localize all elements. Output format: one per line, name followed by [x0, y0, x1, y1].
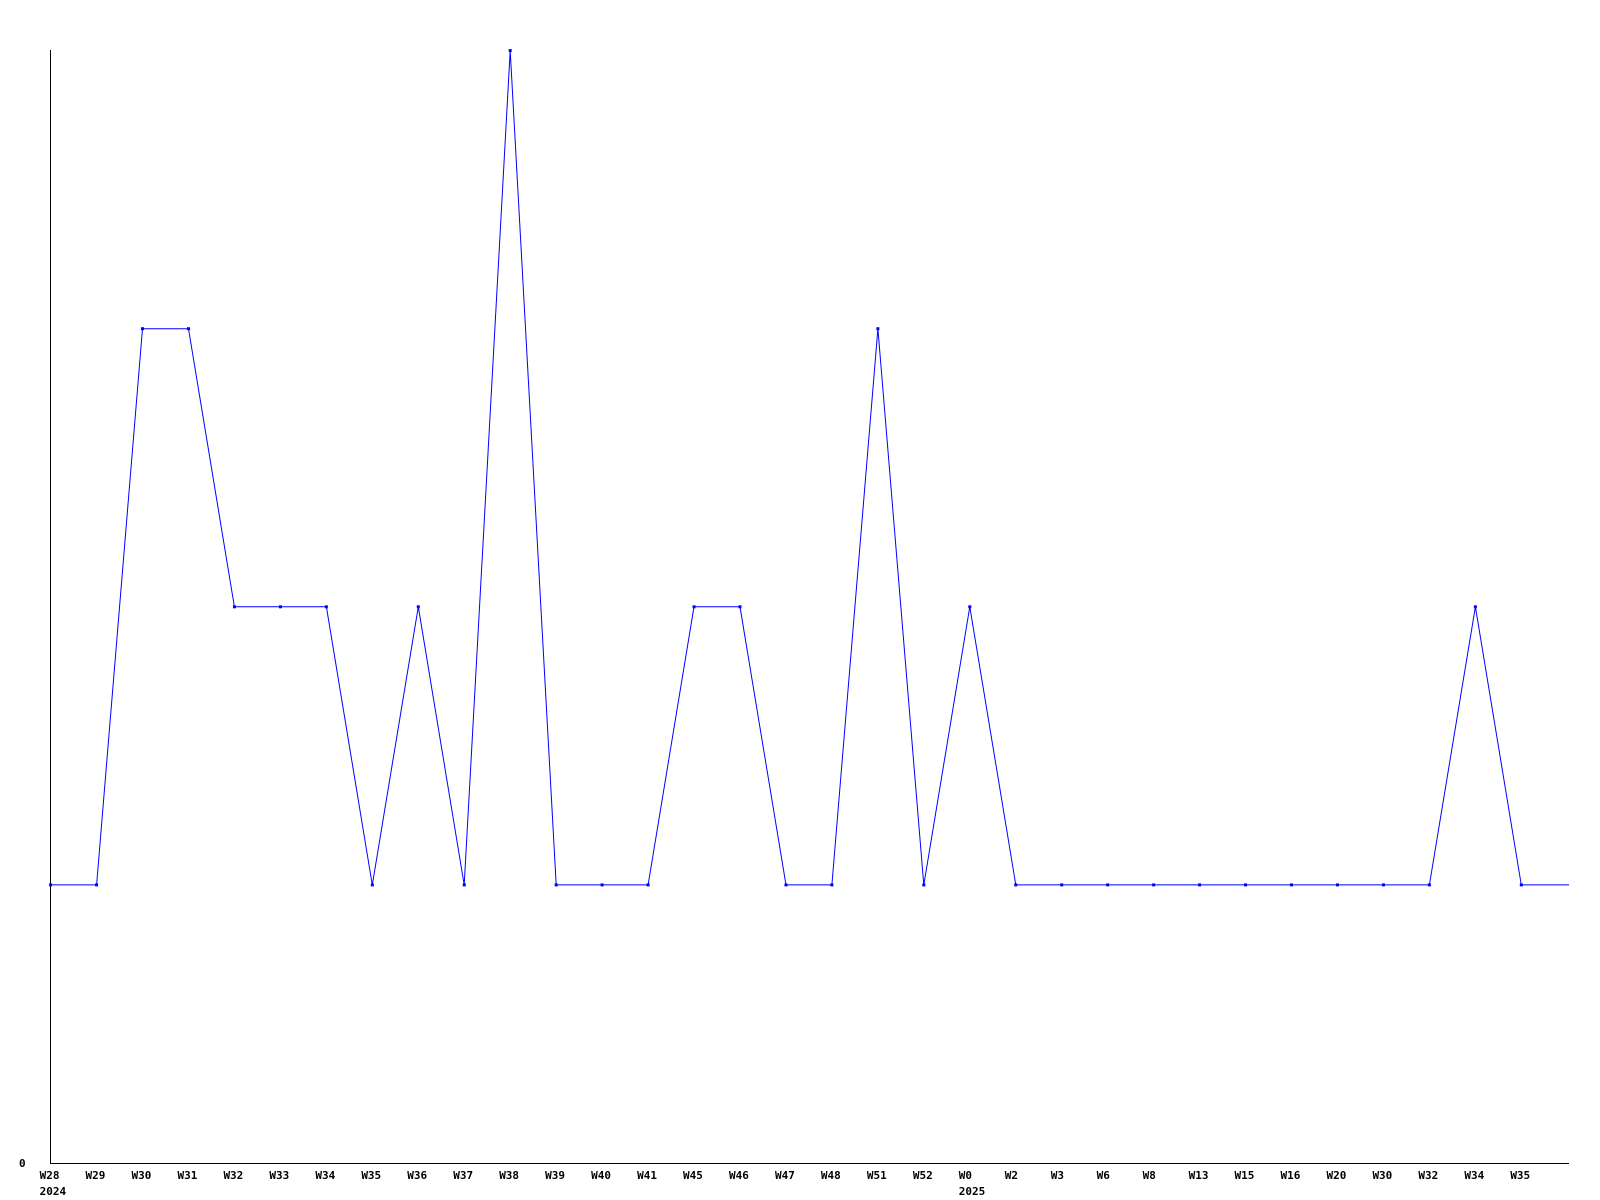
x-tick-label: W32	[1418, 1169, 1438, 1182]
data-point-W30	[141, 327, 145, 331]
data-point-W0	[968, 605, 972, 609]
x-tick-label: W52	[913, 1169, 933, 1182]
x-tick-label: W0	[959, 1169, 972, 1182]
data-point-W29	[95, 883, 99, 887]
x-tick-label: W32	[223, 1169, 243, 1182]
x-tick-label: W36	[407, 1169, 427, 1182]
x-tick-label: W51	[867, 1169, 887, 1182]
data-point-W28	[49, 883, 53, 887]
x-year-label: 2024	[40, 1185, 67, 1198]
data-point-W35	[1519, 883, 1523, 887]
data-point-W38	[508, 49, 512, 53]
x-tick-label: W46	[729, 1169, 749, 1182]
data-point-W39	[554, 883, 558, 887]
x-tick-label: W15	[1235, 1169, 1255, 1182]
data-point-W13	[1198, 883, 1202, 887]
data-point-W51	[876, 327, 880, 331]
x-tick-label: W34	[315, 1169, 335, 1182]
data-point-W31	[186, 327, 190, 331]
data-point-W30	[1381, 883, 1385, 887]
data-point-W33	[278, 605, 282, 609]
data-point-W3	[1060, 883, 1064, 887]
y-tick-label-0: 0	[19, 1157, 26, 1170]
x-year-label: 2025	[959, 1185, 986, 1198]
x-tick-labels: W28 W29 W30 W31 W32 W33 W34 W35 W36 W37 W38 W39 W40 W…	[40, 1169, 1531, 1198]
data-point-W32	[232, 605, 236, 609]
data-point-W52	[922, 883, 926, 887]
x-tick-label: W35	[1510, 1169, 1530, 1182]
data-point-W48	[830, 883, 834, 887]
x-tick-label: W30	[132, 1169, 152, 1182]
data-point-W32	[1427, 883, 1431, 887]
x-tick-label: W38	[499, 1169, 519, 1182]
data-point-W20	[1335, 883, 1339, 887]
data-point-W8	[1152, 883, 1156, 887]
x-tick-label: W20	[1326, 1169, 1346, 1182]
x-tick-label: W47	[775, 1169, 795, 1182]
data-point-W34	[324, 605, 328, 609]
x-tick-label: W34	[1464, 1169, 1484, 1182]
x-tick-label: W29	[86, 1169, 106, 1182]
x-tick-label: W2	[1005, 1169, 1018, 1182]
data-point-W45	[692, 605, 696, 609]
x-tick-label: W31	[177, 1169, 197, 1182]
series-line	[50, 50, 1569, 886]
series-layer	[49, 49, 1569, 887]
x-tick-label: W30	[1372, 1169, 1392, 1182]
data-point-W40	[600, 883, 604, 887]
x-tick-label: W41	[637, 1169, 657, 1182]
x-tick-label: W8	[1143, 1169, 1156, 1182]
x-tick-label: W16	[1281, 1169, 1301, 1182]
x-tick-label: W37	[453, 1169, 473, 1182]
data-point-W46	[738, 605, 742, 609]
x-tick-label: W3	[1051, 1169, 1064, 1182]
x-tick-label: W40	[591, 1169, 611, 1182]
data-point-W15	[1244, 883, 1248, 887]
x-tick-label: W28	[40, 1169, 60, 1182]
data-point-W41	[646, 883, 650, 887]
data-point-W35	[370, 883, 374, 887]
data-point-W6	[1106, 883, 1110, 887]
data-point-W47	[784, 883, 788, 887]
x-tick-label: W45	[683, 1169, 703, 1182]
x-tick-label: W13	[1189, 1169, 1209, 1182]
x-tick-label: W48	[821, 1169, 841, 1182]
x-tick-label: W35	[361, 1169, 381, 1182]
data-point-W34	[1473, 605, 1477, 609]
x-tick-label: W39	[545, 1169, 565, 1182]
data-point-W16	[1290, 883, 1294, 887]
x-tick-label: W33	[269, 1169, 289, 1182]
data-point-W37	[462, 883, 466, 887]
x-tick-label: W6	[1097, 1169, 1111, 1182]
data-point-W2	[1014, 883, 1018, 887]
data-point-W36	[416, 605, 420, 609]
